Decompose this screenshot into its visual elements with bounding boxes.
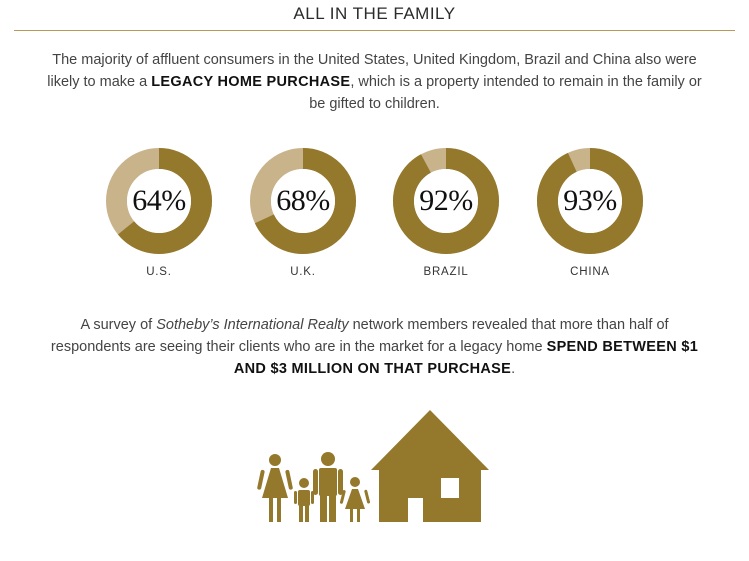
country-label-brazil: BRAZIL bbox=[423, 266, 469, 278]
donut-china: 93% bbox=[537, 148, 643, 254]
donut-uk: 68% bbox=[250, 148, 356, 254]
country-label-uk: U.K. bbox=[290, 266, 316, 278]
donut-hole-us bbox=[127, 169, 191, 233]
donut-svg-china bbox=[537, 148, 643, 254]
donut-segment-uk bbox=[250, 148, 356, 254]
donut-us: 64% bbox=[106, 148, 212, 254]
donut-value-label-china: 93% bbox=[563, 184, 617, 217]
survey-text-middle: network members revealed that more than … bbox=[50, 317, 669, 355]
survey-text-after: . bbox=[511, 361, 516, 377]
donut-svg-us bbox=[106, 148, 212, 254]
donut-segment-brazil bbox=[393, 148, 499, 254]
donut-hole-brazil bbox=[414, 169, 478, 233]
family-house-icon bbox=[255, 408, 491, 529]
donut-value-label-brazil: 92% bbox=[419, 184, 473, 217]
survey-highlight: SPEND BETWEEN $1 AND $3 MILLION ON THAT … bbox=[233, 339, 699, 377]
donut-segment-us bbox=[106, 148, 212, 254]
intro-text-before: The majority of affluent consumers in th… bbox=[47, 52, 697, 90]
intro-text-after: , which is a property intended to remain… bbox=[309, 74, 702, 112]
donut-value-label-uk: 68% bbox=[276, 184, 330, 217]
donut-brazil: 92% bbox=[393, 148, 499, 254]
survey-text-before: A survey of bbox=[80, 317, 157, 333]
intro-highlight: LEGACY HOME PURCHASE bbox=[151, 74, 351, 90]
donut-value-label-us: 64% bbox=[132, 184, 186, 217]
donut-segment-china bbox=[537, 148, 643, 254]
country-label-china: CHINA bbox=[570, 266, 610, 278]
page-title: ALL IN THE FAMILY bbox=[293, 4, 456, 23]
donut-hole-china bbox=[558, 169, 622, 233]
donut-svg-uk bbox=[250, 148, 356, 254]
survey-paragraph: A survey of Sotheby’s International Real… bbox=[40, 314, 709, 380]
title-divider bbox=[14, 30, 735, 31]
country-label-us: U.S. bbox=[146, 266, 172, 278]
donut-hole-uk bbox=[271, 169, 335, 233]
donut-svg-brazil bbox=[393, 148, 499, 254]
intro-paragraph: The majority of affluent consumers in th… bbox=[40, 49, 709, 115]
survey-italic-brand: Sotheby’s International Realty bbox=[156, 317, 349, 333]
